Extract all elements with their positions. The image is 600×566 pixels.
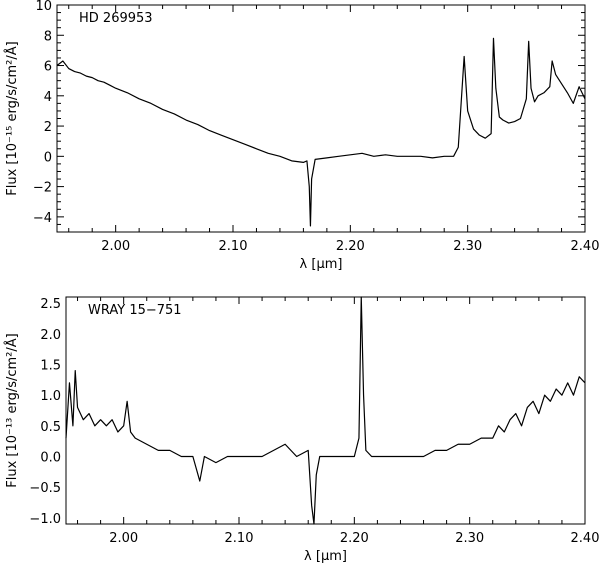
x-axis-label: λ [μm] — [300, 257, 343, 272]
y-tick-label: 0 — [44, 150, 52, 165]
y-tick-label: 6 — [44, 60, 52, 75]
panel-label: WRAY 15−751 — [88, 303, 182, 318]
y-tick-label: −2 — [33, 181, 52, 196]
x-tick-label: 2.30 — [453, 239, 482, 254]
x-tick-label: 2.40 — [571, 239, 600, 254]
y-tick-label: 2 — [44, 120, 52, 135]
y-tick-label: −0.5 — [29, 481, 61, 496]
y-axis-label: Flux [10⁻¹³ erg/s/cm²/Å] — [4, 333, 20, 487]
y-tick-label: 4 — [44, 90, 52, 105]
y-tick-label: −1.0 — [29, 512, 61, 527]
plot-frame — [56, 4, 586, 233]
y-tick-label: 1.0 — [40, 389, 61, 404]
x-tick-label: 2.00 — [101, 239, 130, 254]
spectrum-line — [56, 37, 586, 227]
y-axis-label: Flux [10⁻¹⁵ erg/s/cm²/Å] — [4, 41, 20, 195]
panel-label: HD 269953 — [79, 11, 153, 26]
y-tick-label: −4 — [33, 211, 52, 226]
x-tick-label: 2.10 — [225, 531, 254, 546]
panel-2: 2.00 2.10 2.20 2.30 2.40 −1.0 −0.5 0.0 0.5 1.0 1.5… — [4, 296, 600, 564]
y-tick-label: 1.5 — [40, 358, 61, 373]
x-tick-label: 2.10 — [219, 239, 248, 254]
x-axis-label: λ [μm] — [304, 549, 347, 564]
x-tick-label: 2.20 — [340, 531, 369, 546]
y-tick-label: 8 — [44, 29, 52, 44]
plot-frame — [65, 296, 586, 525]
y-tick-label: 2.5 — [40, 297, 61, 312]
spectrum-line — [65, 296, 586, 525]
x-tick-label: 2.00 — [109, 531, 138, 546]
x-tick-label: 2.30 — [455, 531, 484, 546]
x-tick-label: 2.20 — [336, 239, 365, 254]
x-tick-label: 2.40 — [571, 531, 600, 546]
y-tick-label: 0.5 — [40, 420, 61, 435]
panel-1: 2.00 2.10 2.20 2.30 2.40 −4 −2 0 2 4 6 8 10 HD 269953… — [4, 0, 599, 272]
y-tick-label: 0.0 — [40, 451, 61, 466]
y-tick-label: 10 — [35, 0, 52, 14]
y-tick-label: 2.0 — [40, 328, 61, 343]
